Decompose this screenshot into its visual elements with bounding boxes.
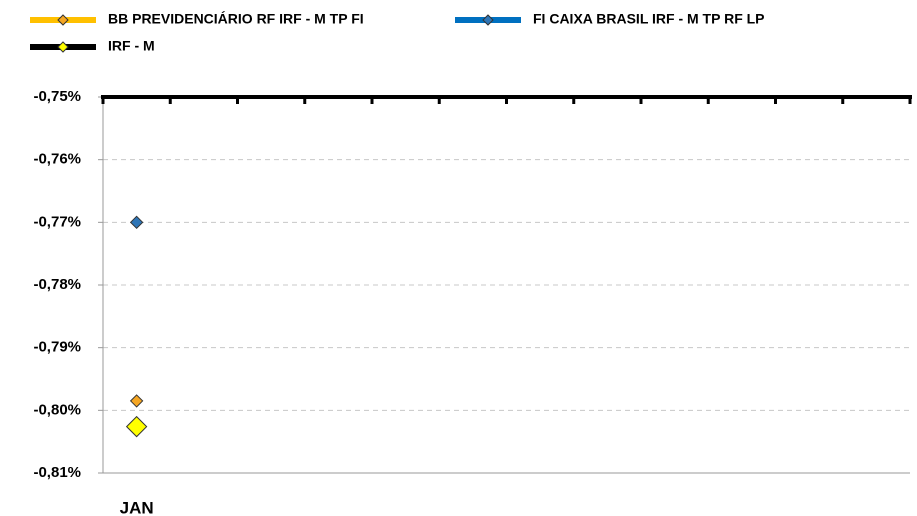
- legend-label: BB PREVIDENCIÁRIO RF IRF - M TP FI: [108, 11, 364, 27]
- y-tick-label: -0,80%: [33, 401, 81, 418]
- series-marker: [125, 415, 148, 438]
- series-marker: [129, 215, 144, 230]
- legend-marker: [57, 14, 69, 26]
- y-tick-label: -0,77%: [33, 213, 81, 230]
- y-tick-label: -0,76%: [33, 151, 81, 168]
- legend-marker: [57, 41, 69, 53]
- y-tick-label: -0,78%: [33, 276, 81, 293]
- legend-label: IRF - M: [108, 38, 155, 54]
- y-tick-label: -0,75%: [33, 88, 81, 105]
- legend-label: FI CAIXA BRASIL IRF - M TP RF LP: [533, 11, 765, 27]
- x-tick-label: JAN: [120, 498, 154, 516]
- y-tick-label: -0,79%: [33, 339, 81, 356]
- series-marker: [129, 394, 144, 408]
- legend-marker: [482, 14, 494, 26]
- y-tick-label: -0,81%: [33, 464, 81, 481]
